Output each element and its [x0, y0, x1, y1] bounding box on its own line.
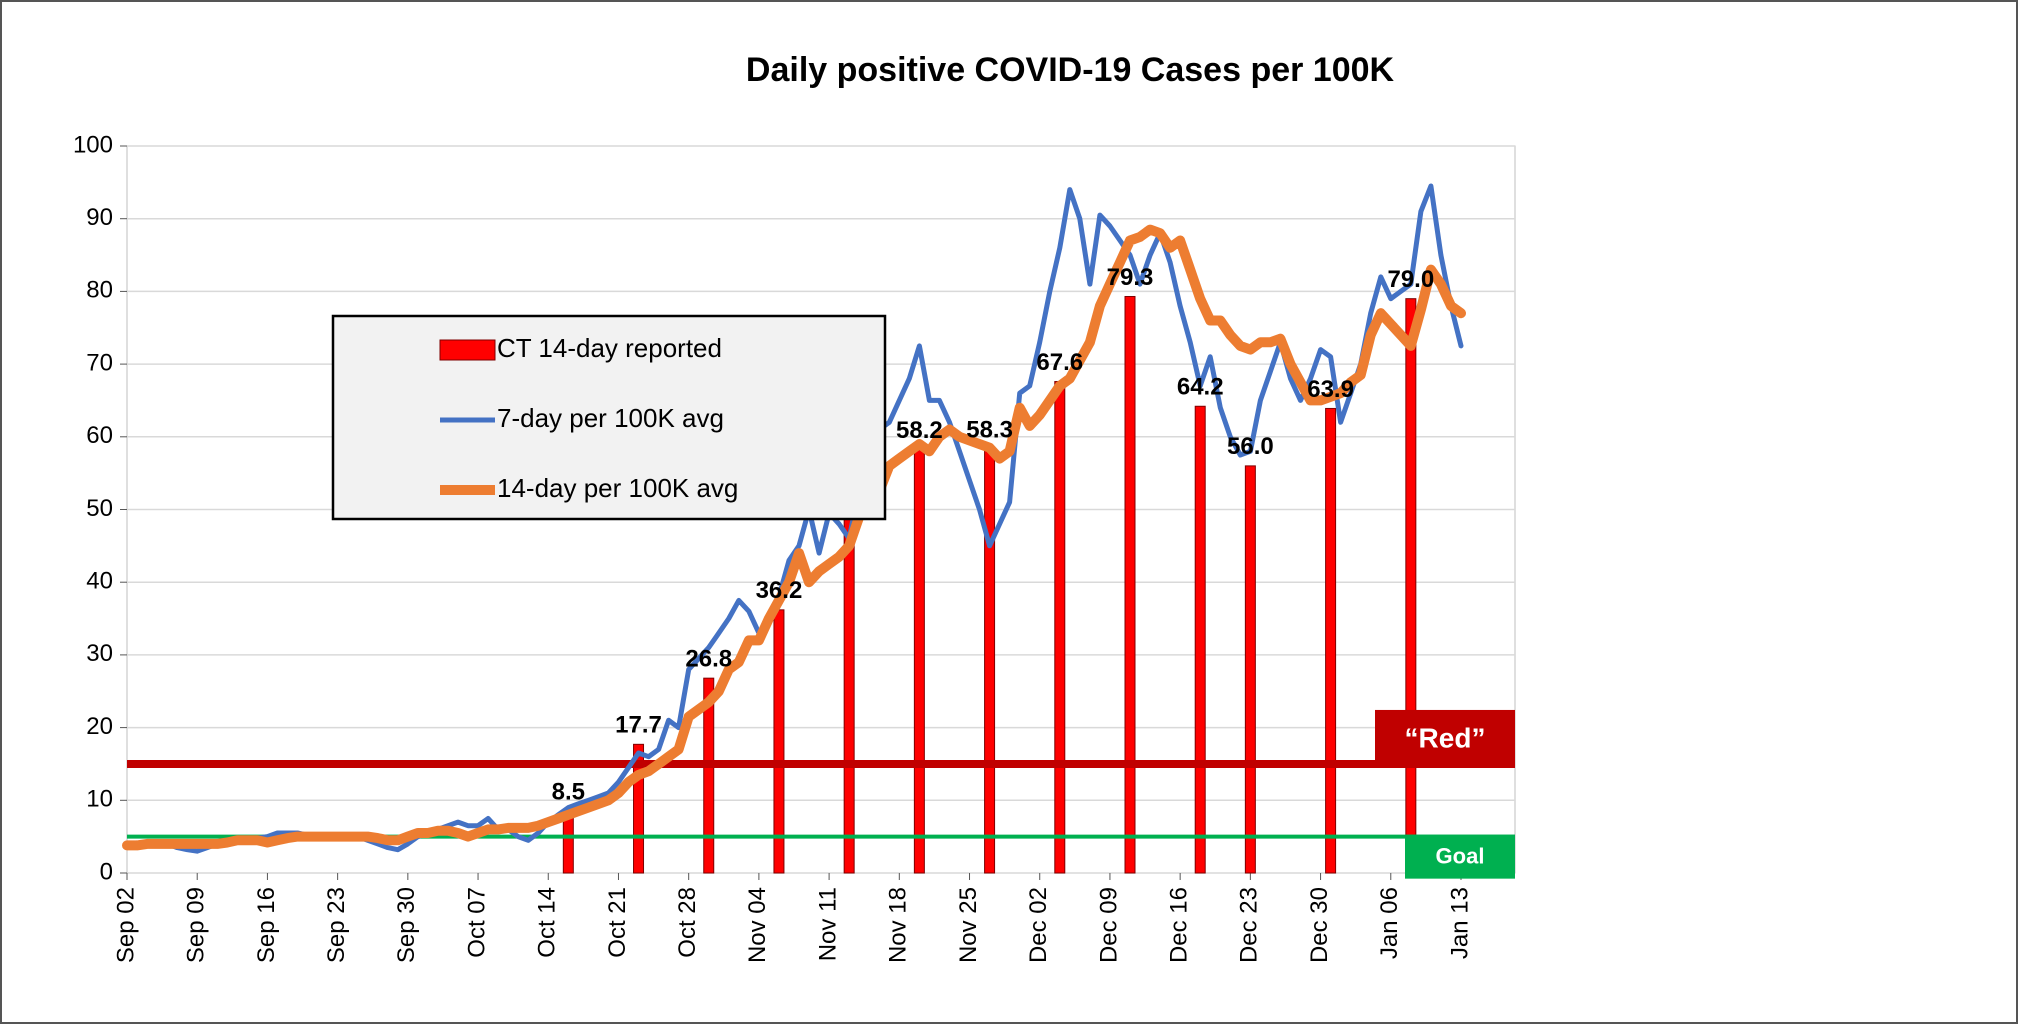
bar — [984, 448, 996, 874]
bar — [913, 449, 925, 874]
y-tick-label: 30 — [86, 640, 113, 667]
x-tick-label: Oct 14 — [534, 887, 561, 958]
data-label: 58.2 — [896, 417, 943, 444]
data-label: 79.0 — [1387, 266, 1434, 293]
line — [122, 224, 1466, 851]
y-tick-label: 10 — [86, 786, 113, 813]
data-label: 26.8 — [685, 646, 732, 673]
reference-label: Goal — [1436, 843, 1485, 868]
y-tick-label: 70 — [86, 349, 113, 376]
data-label: 58.3 — [966, 417, 1013, 444]
bar — [1325, 407, 1337, 874]
x-tick-label: Sep 30 — [393, 887, 420, 963]
x-tick-label: Nov 11 — [814, 887, 841, 961]
x-tick-label: Sep 23 — [323, 887, 350, 963]
x-tick-label: Oct 07 — [463, 887, 490, 958]
data-label: 79.3 — [1107, 264, 1154, 291]
data-label: 17.7 — [615, 712, 662, 739]
bar — [1194, 405, 1206, 874]
x-tick-label: Nov 04 — [744, 887, 771, 963]
x-tick-label: Jan 06 — [1376, 887, 1403, 959]
x-tick-label: Nov 18 — [885, 887, 912, 963]
bar — [703, 677, 715, 874]
y-tick-label: 60 — [86, 422, 113, 449]
legend-label: 7-day per 100K avg — [497, 403, 724, 433]
x-tick-label: Dec 02 — [1025, 887, 1052, 963]
x-tick-label: Jan 13 — [1446, 887, 1473, 959]
bar — [1124, 295, 1136, 874]
x-tick-label: Dec 16 — [1165, 887, 1192, 963]
y-tick-label: 80 — [86, 277, 113, 304]
y-tick-label: 40 — [86, 568, 113, 595]
data-label: 64.2 — [1177, 374, 1224, 401]
x-tick-label: Oct 21 — [604, 887, 631, 958]
x-tick-label: Nov 25 — [955, 887, 982, 963]
reference-label-box — [1405, 834, 1515, 879]
legend-swatch — [439, 339, 496, 361]
y-tick-label: 90 — [86, 204, 113, 231]
bar — [1405, 298, 1417, 874]
data-label: 8.5 — [552, 779, 585, 806]
legend-label: CT 14-day reported — [497, 333, 722, 363]
y-tick-label: 100 — [73, 131, 113, 158]
x-tick-label: Sep 09 — [183, 887, 210, 963]
y-tick-label: 0 — [100, 858, 113, 885]
x-tick-label: Dec 09 — [1095, 887, 1122, 963]
chart-title: Daily positive COVID-19 Cases per 100K — [746, 51, 1395, 89]
bar — [1244, 465, 1256, 874]
bar — [773, 609, 785, 874]
legend-box — [331, 314, 887, 521]
data-label: 56.0 — [1227, 433, 1274, 460]
legend-label: 14-day per 100K avg — [497, 473, 738, 503]
bar — [633, 743, 645, 874]
bar — [1054, 381, 1066, 874]
x-tick-label: Dec 23 — [1236, 887, 1263, 963]
y-tick-label: 20 — [86, 713, 113, 740]
x-tick-label: Sep 02 — [112, 887, 139, 963]
reference-label: “Red” — [1405, 722, 1486, 753]
x-tick-label: Sep 16 — [253, 887, 280, 963]
data-label: 67.6 — [1036, 349, 1083, 376]
data-label: 36.2 — [756, 577, 803, 604]
x-tick-label: Oct 28 — [674, 887, 701, 958]
y-tick-label: 50 — [86, 495, 113, 522]
x-tick-label: Dec 30 — [1306, 887, 1333, 963]
reference-label-box — [1375, 709, 1515, 768]
legend: CT 14-day reported 7-day per 100K avg 14-d… — [331, 314, 887, 521]
data-label: 63.9 — [1307, 376, 1354, 403]
